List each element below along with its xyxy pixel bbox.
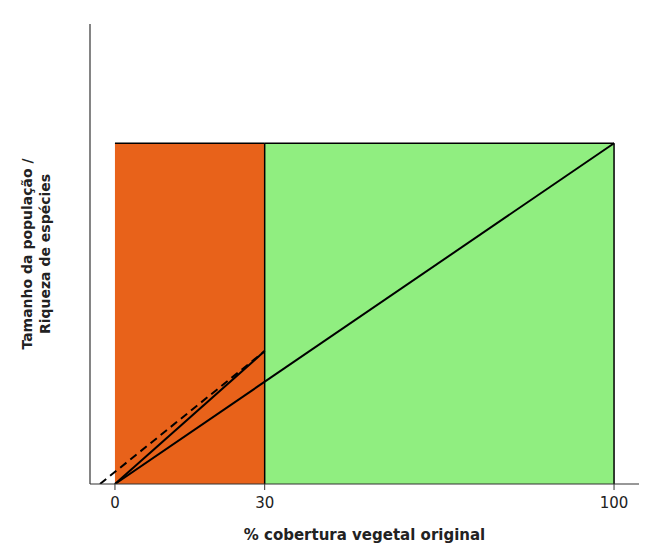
x-tick-label: 30 xyxy=(255,494,274,512)
region-side-border xyxy=(613,143,615,484)
x-tick xyxy=(264,484,265,490)
series-line xyxy=(115,143,614,484)
plot-area xyxy=(100,143,614,484)
x-tick xyxy=(114,484,115,490)
x-axis-line xyxy=(90,483,639,484)
chart-container: 0 30 100 % cobertura vegetal original Tamanh… xyxy=(0,0,663,556)
x-tick-label: 0 xyxy=(110,494,120,512)
y-axis-line xyxy=(89,24,90,484)
region xyxy=(265,143,614,484)
series-line xyxy=(100,351,265,484)
x-tick-label: 100 xyxy=(600,494,629,512)
series-line xyxy=(115,351,265,484)
y-axis-label-line: Riqueza de espécies xyxy=(37,174,53,334)
region-top-border xyxy=(265,143,614,145)
region-side-border xyxy=(264,143,266,484)
x-axis-label: % cobertura vegetal original xyxy=(244,526,486,544)
y-axis-label-line: Tamanho da população / xyxy=(19,158,35,350)
x-tick xyxy=(614,484,615,490)
region-top-border xyxy=(115,143,265,145)
y-axis-label: Tamanho da população /Riqueza de espécie… xyxy=(19,158,53,350)
chart: 0 30 100 % cobertura vegetal original Tamanh… xyxy=(0,0,663,556)
